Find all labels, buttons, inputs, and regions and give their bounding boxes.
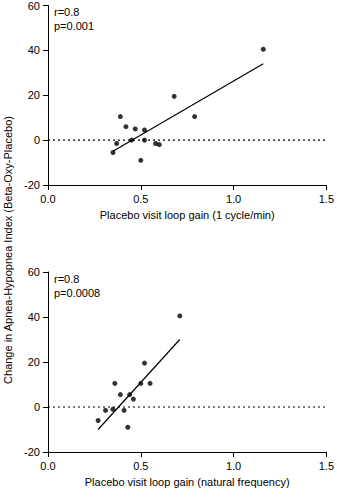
svg-text:20: 20 xyxy=(28,356,40,368)
svg-text:r=0.8: r=0.8 xyxy=(54,6,79,18)
svg-text:60: 60 xyxy=(28,0,40,12)
svg-text:Placebo visit loop gain (natur: Placebo visit loop gain (natural frequen… xyxy=(85,476,290,488)
svg-text:p=0.001: p=0.001 xyxy=(54,20,94,32)
svg-text:-20: -20 xyxy=(24,179,40,191)
svg-text:p=0.0008: p=0.0008 xyxy=(54,287,100,299)
svg-text:1.0: 1.0 xyxy=(226,460,241,472)
svg-text:1.5: 1.5 xyxy=(319,193,334,205)
svg-text:-20: -20 xyxy=(24,446,40,458)
svg-text:0.5: 0.5 xyxy=(133,460,148,472)
svg-text:Change in Apnea-Hypopnea Index: Change in Apnea-Hypopnea Index (Beta-Oxy… xyxy=(2,116,14,384)
svg-text:0: 0 xyxy=(34,134,40,146)
svg-text:0: 0 xyxy=(34,401,40,413)
svg-text:r=0.8: r=0.8 xyxy=(54,273,79,285)
svg-text:60: 60 xyxy=(28,266,40,278)
svg-text:1.5: 1.5 xyxy=(319,460,334,472)
svg-text:20: 20 xyxy=(28,89,40,101)
svg-text:0.0: 0.0 xyxy=(40,460,55,472)
svg-text:40: 40 xyxy=(28,44,40,56)
svg-text:0.0: 0.0 xyxy=(40,193,55,205)
svg-text:0.5: 0.5 xyxy=(133,193,148,205)
svg-text:1.0: 1.0 xyxy=(226,193,241,205)
svg-text:Placebo visit loop gain (1 cyc: Placebo visit loop gain (1 cycle/min) xyxy=(100,209,275,221)
svg-text:40: 40 xyxy=(28,311,40,323)
